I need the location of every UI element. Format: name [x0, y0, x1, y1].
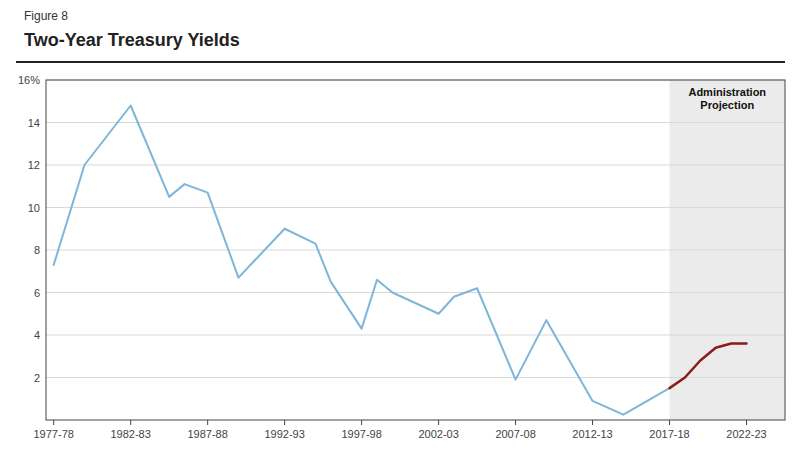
x-tick-label: 2022-23	[726, 428, 766, 440]
x-tick	[592, 420, 593, 425]
x-tick-label: 2012-13	[572, 428, 612, 440]
x-tick-label: 1977-78	[34, 428, 74, 440]
grid-line	[46, 207, 785, 208]
x-tick-label: 2002-03	[418, 428, 458, 440]
separator	[16, 61, 785, 63]
x-tick-label: 2007-08	[495, 428, 535, 440]
x-tick	[284, 420, 285, 425]
x-tick-label: 1982-83	[110, 428, 150, 440]
x-tick	[130, 420, 131, 425]
x-tick	[669, 420, 670, 425]
y-tick-label: 2	[34, 372, 40, 384]
y-tick-label: 14	[28, 117, 40, 129]
x-tick	[515, 420, 516, 425]
x-tick	[438, 420, 439, 425]
y-tick-label: 4	[34, 329, 40, 341]
grid-line	[46, 335, 785, 336]
chart: Figure 8 Two-Year Treasury Yields 2 4 6 8 10 12…	[0, 0, 801, 462]
y-tick-label: 6	[34, 287, 40, 299]
x-tick-label: 1992-93	[264, 428, 304, 440]
grid-line	[46, 122, 785, 123]
grid-line	[46, 377, 785, 378]
subtitle: Figure 8	[24, 9, 68, 23]
y-tick-label: 8	[34, 244, 40, 256]
x-tick	[361, 420, 362, 425]
grid-line	[46, 250, 785, 251]
x-tick	[207, 420, 208, 425]
x-tick	[746, 420, 747, 425]
x-tick	[53, 420, 54, 425]
title: Two-Year Treasury Yields	[24, 30, 240, 50]
x-tick-label: 1987-88	[187, 428, 227, 440]
annotation: AdministrationProjection	[688, 86, 766, 111]
y-tick-label: 12	[28, 159, 40, 171]
series-line	[54, 106, 670, 415]
y-tick-label: 16%	[18, 74, 40, 86]
grid-line	[46, 292, 785, 293]
x-tick-label: 1997-98	[341, 428, 381, 440]
plot-frame	[46, 80, 785, 420]
y-tick-label: 10	[28, 202, 40, 214]
series-line	[670, 344, 747, 389]
x-tick-label: 2017-18	[649, 428, 689, 440]
